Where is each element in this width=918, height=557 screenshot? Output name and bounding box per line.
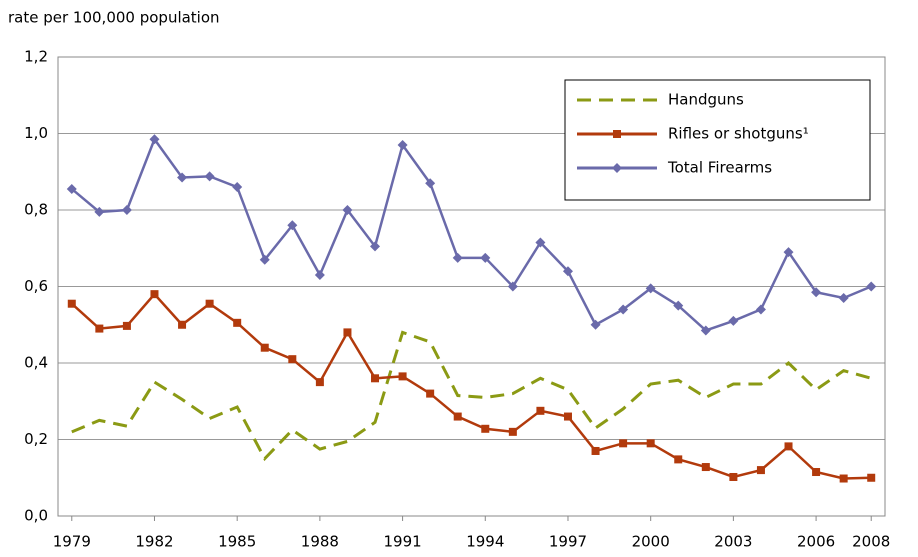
point <box>232 182 243 193</box>
legend-box <box>564 79 871 201</box>
point <box>122 321 131 330</box>
x-tick-label: 2008 <box>852 533 890 551</box>
point <box>591 446 600 455</box>
point <box>315 378 324 387</box>
point <box>618 304 629 315</box>
x-tick-label: 1988 <box>301 533 339 551</box>
point <box>674 455 683 464</box>
point <box>866 281 877 292</box>
x-tick-label: 1982 <box>135 533 173 551</box>
point <box>94 206 105 217</box>
point <box>480 252 491 263</box>
x-tick-label: 1979 <box>53 533 91 551</box>
point <box>562 266 573 277</box>
point <box>398 372 407 381</box>
point <box>288 355 297 364</box>
y-tick-label: 1,0 <box>24 124 48 142</box>
point <box>425 178 436 189</box>
point <box>67 299 76 308</box>
point <box>342 205 353 215</box>
point <box>700 325 711 336</box>
point <box>287 220 298 231</box>
point <box>673 300 684 311</box>
point <box>426 389 435 398</box>
point <box>811 287 822 298</box>
point <box>452 252 463 263</box>
point <box>178 320 187 329</box>
legend-label: Rifles or shotguns¹ <box>668 125 809 143</box>
x-tick-label: 1991 <box>383 533 421 551</box>
x-tick-label: 2006 <box>797 533 835 551</box>
point <box>784 442 793 451</box>
point <box>149 134 160 145</box>
point <box>205 299 214 308</box>
point <box>150 290 159 299</box>
y-tick-label: 0,6 <box>24 277 48 295</box>
point <box>812 468 821 477</box>
point <box>839 474 848 483</box>
x-tick-label: 2003 <box>714 533 752 551</box>
x-tick-label: 1994 <box>466 533 504 551</box>
x-tick-label: 2000 <box>632 533 670 551</box>
y-tick-label: 0,0 <box>24 507 48 525</box>
point <box>481 424 490 433</box>
legend-label: Handguns <box>668 91 744 109</box>
point <box>755 304 766 315</box>
point <box>343 328 352 337</box>
point <box>838 292 849 303</box>
point <box>783 247 794 258</box>
legend-marker <box>612 163 622 173</box>
point <box>867 473 876 482</box>
point <box>535 237 546 248</box>
point <box>756 466 765 475</box>
point <box>453 412 462 421</box>
y-tick-label: 0,8 <box>24 201 48 219</box>
series-line <box>71 330 872 462</box>
point <box>701 463 710 472</box>
point <box>370 241 381 252</box>
point <box>619 439 628 448</box>
y-tick-label: 0,4 <box>24 354 48 372</box>
series-line <box>70 292 872 480</box>
point <box>646 439 655 448</box>
point <box>204 171 215 182</box>
x-tick-label: 1985 <box>218 533 256 551</box>
point <box>508 427 517 436</box>
point <box>66 183 77 194</box>
point <box>259 254 270 265</box>
legend-marker <box>613 130 621 138</box>
point <box>397 139 408 150</box>
y-axis-label: rate per 100,000 population <box>8 9 220 27</box>
x-tick-label: 1997 <box>549 533 587 551</box>
legend-label: Total Firearms <box>667 159 772 177</box>
point <box>563 412 572 421</box>
point <box>371 374 380 383</box>
point <box>121 205 132 215</box>
plot-frame <box>57 56 886 517</box>
point <box>590 319 601 330</box>
y-tick-label: 0,2 <box>24 430 48 448</box>
point <box>314 270 325 281</box>
point <box>233 318 242 327</box>
point <box>728 315 739 326</box>
y-tick-label: 1,2 <box>24 48 48 66</box>
point <box>729 472 738 481</box>
point <box>536 406 545 415</box>
point <box>177 172 188 183</box>
point <box>645 283 656 294</box>
point <box>95 324 104 333</box>
point <box>260 343 269 352</box>
point <box>507 281 518 292</box>
